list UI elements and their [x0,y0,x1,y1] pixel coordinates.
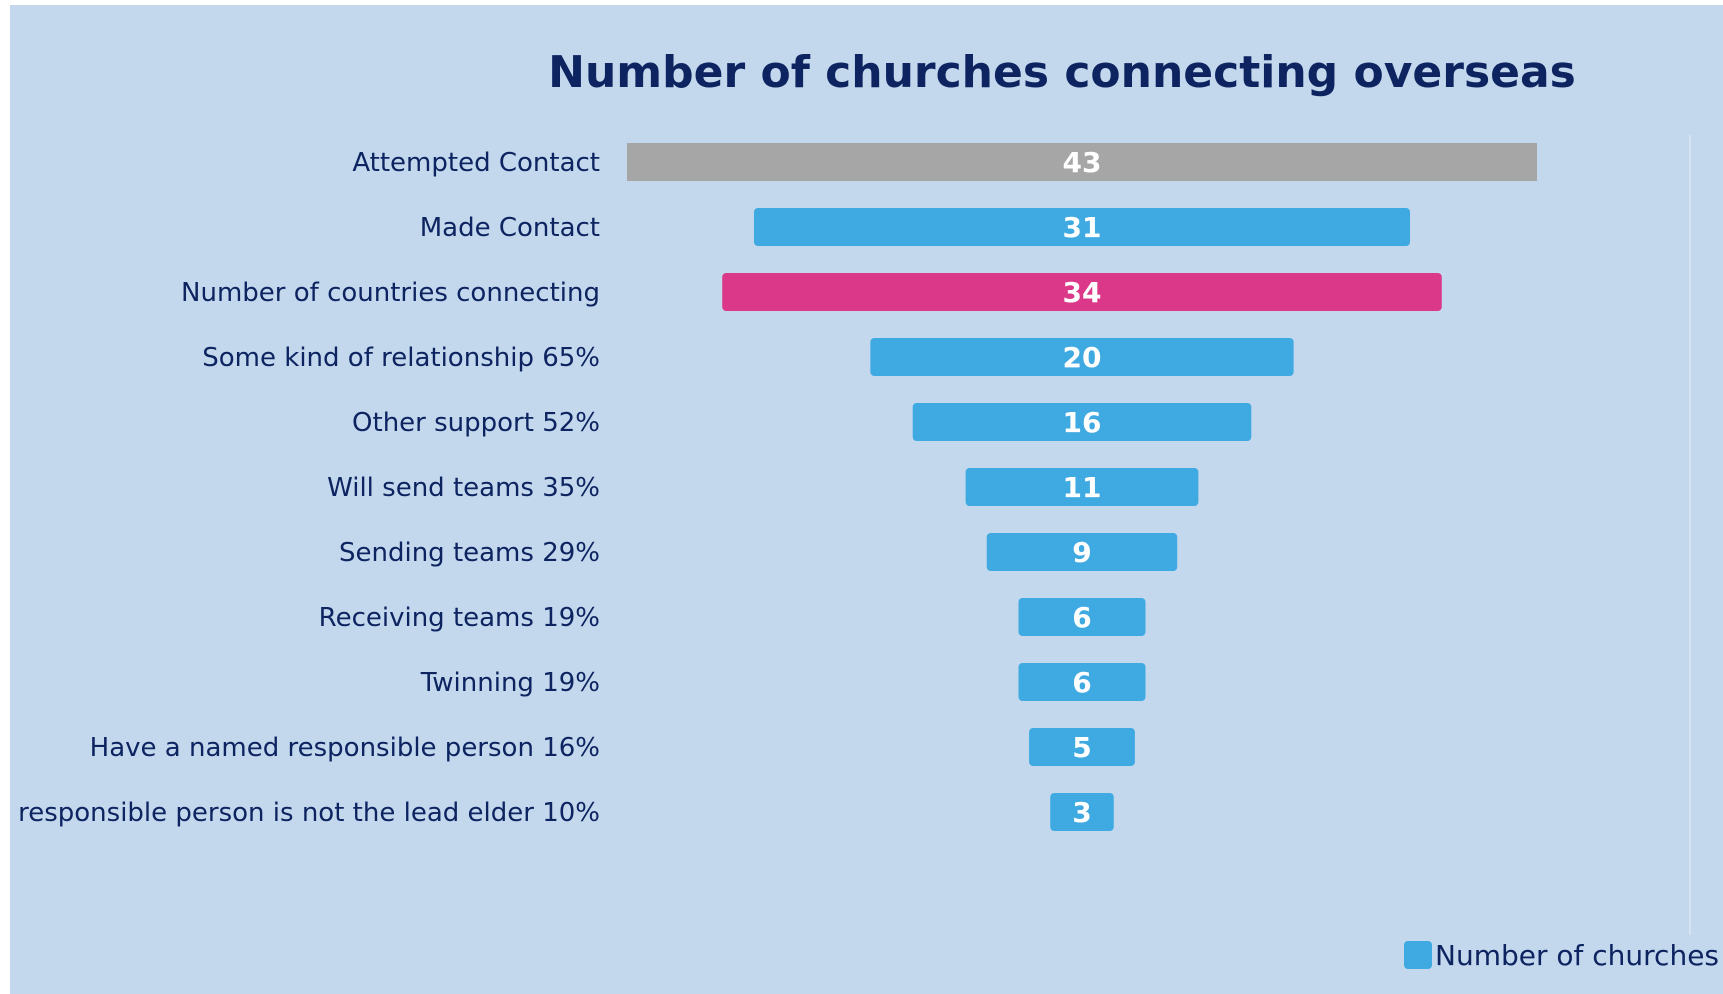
bar [986,533,1178,571]
category-label: Have a named responsible person 16% [90,733,600,763]
category-label: Sending teams 29% [339,538,600,568]
funnel-chart: Number of churches connecting overseas 4… [10,47,1719,972]
legend-swatch [1404,941,1432,969]
category-label: Will send teams 35% [327,473,600,503]
category-label: Number of countries connecting [181,278,600,308]
bar-value-label: 34 [1063,276,1102,309]
bar-value-label: 5 [1072,731,1091,764]
bar [1018,598,1146,636]
legend-label: Number of churches [1435,939,1719,972]
category-label: That responsible person is not the lead … [10,798,600,828]
legend: Number of churches [1404,939,1719,972]
bar-value-label: 11 [1063,471,1102,504]
bar [870,338,1294,376]
bar [965,468,1199,506]
category-label: Attempted Contact [352,148,600,178]
bar-value-label: 9 [1072,536,1091,569]
category-label: Other support 52% [352,408,600,438]
category-label: Made Contact [420,213,600,243]
bar-value-label: 16 [1063,406,1102,439]
bar-value-label: 20 [1063,341,1102,374]
category-label: Twinning 19% [420,668,600,698]
category-label: Receiving teams 19% [319,603,600,633]
chart-title: Number of churches connecting overseas [548,47,1576,98]
bar [1050,793,1114,831]
bar [722,273,1442,311]
bars-layer: 43 Attempted Contact 31 Made Contact 34 Numbe… [10,143,1537,831]
bar-value-label: 6 [1072,601,1091,634]
bar-value-label: 43 [1063,146,1102,179]
category-label: Some kind of relationship 65% [202,343,600,373]
bar [912,403,1252,441]
bar [1029,728,1135,766]
bar [1018,663,1146,701]
bar-value-label: 3 [1072,796,1091,829]
chart-panel: Number of churches connecting overseas 4… [10,5,1723,994]
bar [627,143,1537,181]
bar-value-label: 6 [1072,666,1091,699]
bar-value-label: 31 [1063,211,1102,244]
bar [753,208,1411,246]
